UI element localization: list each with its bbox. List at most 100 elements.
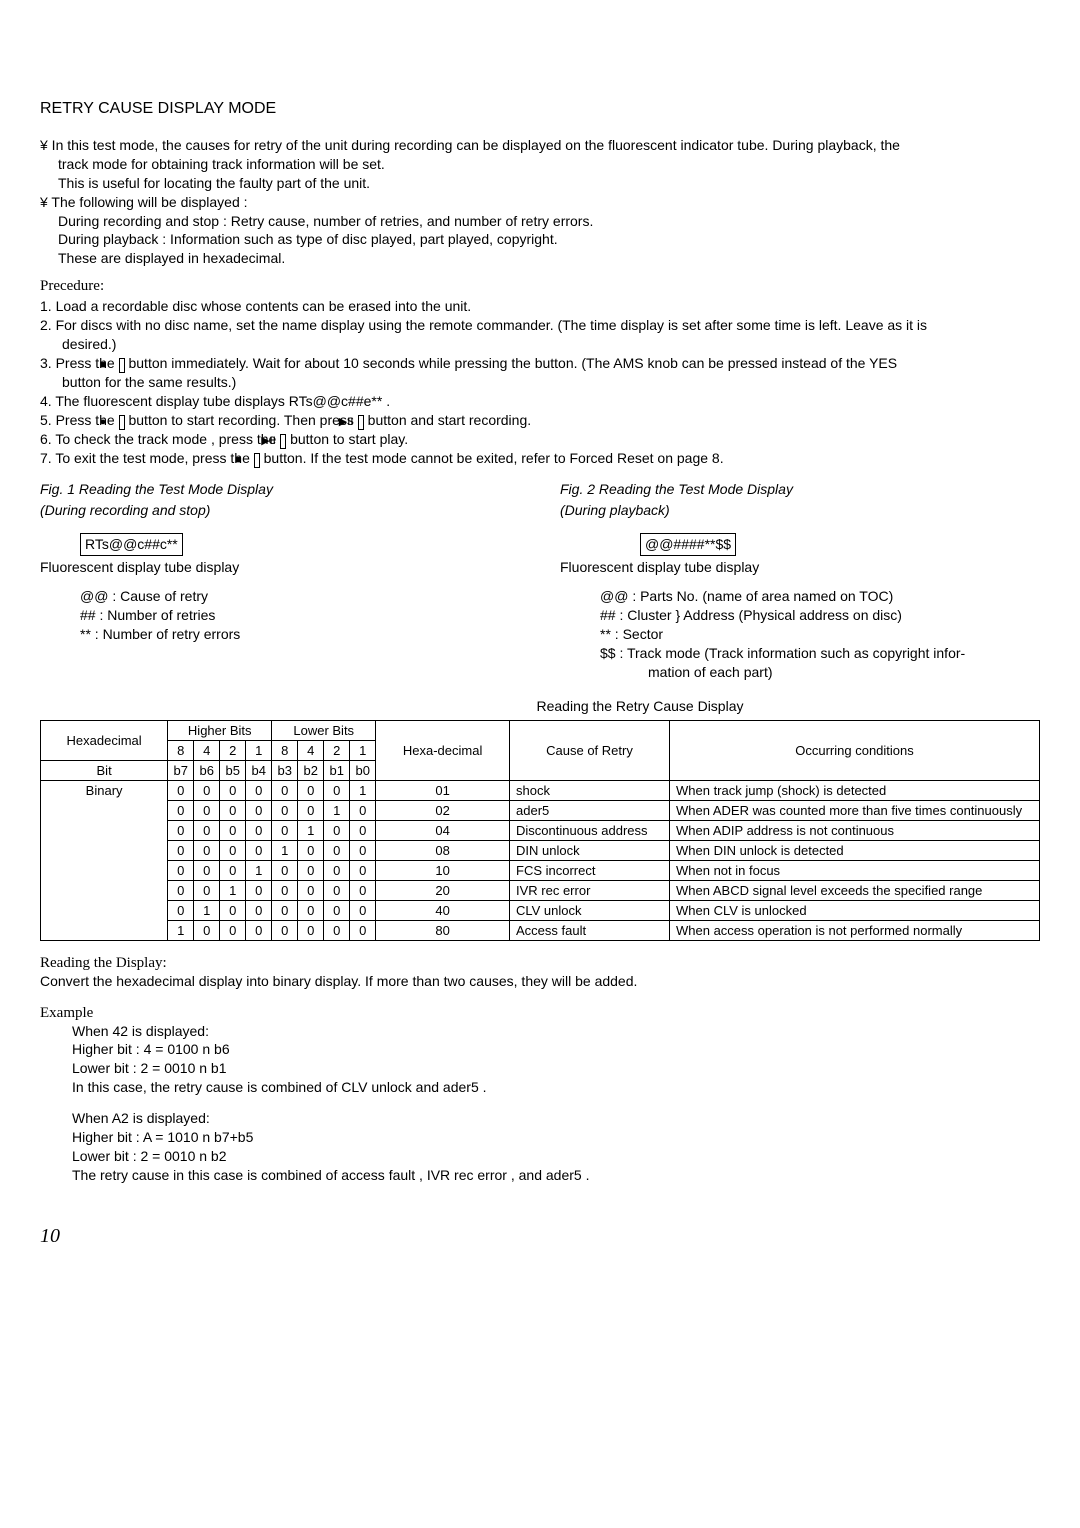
table-cell: 0 <box>168 780 194 800</box>
legend-line: $$ : Track mode (Track information such … <box>560 644 1040 663</box>
table-cell: When track jump (shock) is detected <box>670 780 1040 800</box>
figure-title: Fig. 1 Reading the Test Mode Display <box>40 480 520 499</box>
table-cell: 0 <box>272 800 298 820</box>
procedure-step: desired.) <box>40 335 1040 354</box>
table-cell: 0 <box>324 920 350 940</box>
table-header: Bit <box>41 760 168 780</box>
table-header: Cause of Retry <box>510 720 670 780</box>
table-cell: b6 <box>194 760 220 780</box>
table-cell: 0 <box>350 860 376 880</box>
table-cell: 2 <box>324 740 350 760</box>
display-box: RTs@@c##c** <box>80 533 183 556</box>
table-cell: 0 <box>246 880 272 900</box>
table-cell: When ADIP address is not continuous <box>670 820 1040 840</box>
table-cell: b5 <box>220 760 246 780</box>
table-cell: 0 <box>272 900 298 920</box>
table-cell: 0 <box>220 920 246 940</box>
display-caption: Fluorescent display tube display <box>560 558 1040 577</box>
table-cell: 1 <box>246 740 272 760</box>
table-cell: 0 <box>168 840 194 860</box>
table-cell: 04 <box>376 820 510 840</box>
procedure-step: 5. Press the ● button to start recording… <box>40 411 1040 430</box>
table-cell: 1 <box>168 920 194 940</box>
table-cell: When ADER was counted more than five tim… <box>670 800 1040 820</box>
table-cell: 0 <box>220 860 246 880</box>
table-cell: 0 <box>298 920 324 940</box>
table-row: 0000001002ader5When ADER was counted mor… <box>41 800 1040 820</box>
intro-bullets: ¥ In this test mode, the causes for retr… <box>40 136 1040 268</box>
figure-1: Fig. 1 Reading the Test Mode Display (Du… <box>40 480 520 682</box>
table-cell: 0 <box>168 900 194 920</box>
table-cell: 0 <box>194 880 220 900</box>
bullet-text: During recording and stop : Retry cause,… <box>40 212 1040 231</box>
table-cell: 0 <box>350 820 376 840</box>
table-cell: When not in focus <box>670 860 1040 880</box>
table-cell: 0 <box>298 900 324 920</box>
table-cell: 1 <box>350 780 376 800</box>
table-cell: DIN unlock <box>510 840 670 860</box>
table-cell: 20 <box>376 880 510 900</box>
example-line: When A2 is displayed: <box>72 1109 1040 1128</box>
table-cell: 0 <box>272 780 298 800</box>
example-line: Lower bit : 2 = 0010 n b2 <box>72 1147 1040 1166</box>
legend-text: } Address (Physical address on disc) <box>675 607 901 623</box>
table-cell: 0 <box>298 860 324 880</box>
figure-subtitle: (During recording and stop) <box>40 501 520 520</box>
table-cell: 0 <box>194 860 220 880</box>
example-line: In this case, the retry cause is combine… <box>72 1078 1040 1097</box>
legend-line: ## : Cluster } Address (Physical address… <box>560 606 1040 625</box>
bullet-text: This is useful for locating the faulty p… <box>40 174 1040 193</box>
table-row: 0100000040CLV unlockWhen CLV is unlocked <box>41 900 1040 920</box>
table-cell: 0 <box>272 920 298 940</box>
table-cell: 8 <box>272 740 298 760</box>
table-cell: 4 <box>194 740 220 760</box>
procedure-step: 7. To exit the test mode, press the ■ bu… <box>40 449 1040 468</box>
table-cell: b1 <box>324 760 350 780</box>
table-cell: 0 <box>298 840 324 860</box>
table-cell: 0 <box>272 860 298 880</box>
table-cell: 02 <box>376 800 510 820</box>
table-cell: shock <box>510 780 670 800</box>
table-cell: 80 <box>376 920 510 940</box>
step-text: 3. Press the <box>40 355 119 371</box>
example-line: When 42 is displayed: <box>72 1022 1040 1041</box>
table-cell: 08 <box>376 840 510 860</box>
example-block: When A2 is displayed: Higher bit : A = 1… <box>40 1109 1040 1185</box>
table-header: Higher Bits <box>168 720 272 740</box>
table-cell: 0 <box>298 800 324 820</box>
table-cell: 0 <box>350 840 376 860</box>
step-text: 7. To exit the test mode, press the <box>40 450 254 466</box>
table-cell: 2 <box>220 740 246 760</box>
procedure-step: 1. Load a recordable disc whose contents… <box>40 297 1040 316</box>
table-cell: 0 <box>194 920 220 940</box>
table-cell: 0 <box>220 900 246 920</box>
legend-text: ## : Cluster <box>600 607 672 623</box>
table-cell: b3 <box>272 760 298 780</box>
procedure-step: 2. For discs with no disc name, set the … <box>40 316 1040 335</box>
table-cell: 0 <box>324 780 350 800</box>
table-cell: When access operation is not performed n… <box>670 920 1040 940</box>
table-cell: 0 <box>246 800 272 820</box>
table-cell: b4 <box>246 760 272 780</box>
table-cell: When CLV is unlocked <box>670 900 1040 920</box>
step-text: button to start recording. Then press <box>125 412 358 428</box>
figure-2: Fig. 2 Reading the Test Mode Display (Du… <box>560 480 1040 682</box>
bullet-text: During playback : Information such as ty… <box>40 230 1040 249</box>
procedure-step: 3. Press the ■ button immediately. Wait … <box>40 354 1040 373</box>
table-row: 0010000020IVR rec errorWhen ABCD signal … <box>41 880 1040 900</box>
table-cell: 10 <box>376 860 510 880</box>
table-cell: 0 <box>324 860 350 880</box>
example-block: When 42 is displayed: Higher bit : 4 = 0… <box>40 1022 1040 1098</box>
table-cell: 0 <box>194 800 220 820</box>
table-cell: 0 <box>168 820 194 840</box>
table-cell: FCS incorrect <box>510 860 670 880</box>
table-cell: 0 <box>194 820 220 840</box>
table-cell: 1 <box>272 840 298 860</box>
page-title: RETRY CAUSE DISPLAY MODE <box>40 100 1040 118</box>
table-row: 1000000080Access faultWhen access operat… <box>41 920 1040 940</box>
table-cell: 0 <box>246 820 272 840</box>
procedure-step: 6. To check the track mode , press the ▶… <box>40 430 1040 449</box>
table-cell: b7 <box>168 760 194 780</box>
example-heading: Example <box>40 1005 1040 1022</box>
reading-text: Convert the hexadecimal display into bin… <box>40 972 1040 991</box>
